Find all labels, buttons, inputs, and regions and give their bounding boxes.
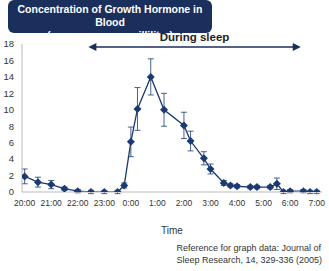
html-text:Sleep Research, 14, 329-336 (2: Sleep Research, 14, 329-336 (2005): [176, 255, 322, 265]
svg-text:10: 10: [8, 104, 14, 115]
svg-text:14: 14: [8, 71, 14, 82]
svg-text:23:00: 23:00: [94, 198, 116, 208]
svg-text:6: 6: [9, 137, 14, 148]
html-text:(nanograms per milliliter): (nanograms per milliliter): [47, 29, 173, 41]
svg-text:2:00: 2:00: [176, 198, 193, 208]
html-text:Time: Time: [161, 225, 183, 236]
svg-text:20:00: 20:00: [14, 198, 36, 208]
svg-text:4:00: 4:00: [229, 198, 246, 208]
html-text:Reference for graph data: Jour: Reference for graph data: Journal of: [176, 243, 321, 253]
svg-text:3:00: 3:00: [202, 198, 219, 208]
svg-text:0:00: 0:00: [123, 198, 140, 208]
html-text:Concentration of Growth Hormon: Concentration of Growth Hormone in Blood: [17, 3, 203, 28]
svg-text:7:00: 7:00: [308, 198, 321, 208]
svg-text:6:00: 6:00: [282, 198, 299, 208]
svg-text:16: 16: [8, 55, 14, 66]
svg-text:5:00: 5:00: [255, 198, 272, 208]
svg-text:8: 8: [9, 121, 14, 132]
svg-text:21:00: 21:00: [41, 198, 63, 208]
svg-text:18: 18: [8, 38, 14, 49]
svg-text:2: 2: [9, 170, 14, 181]
svg-text:1:00: 1:00: [149, 198, 166, 208]
svg-text:4: 4: [9, 153, 14, 164]
svg-text:12: 12: [8, 88, 14, 99]
svg-text:0: 0: [9, 186, 14, 197]
svg-text:22:00: 22:00: [67, 198, 89, 208]
svg-text:During sleep: During sleep: [160, 31, 230, 43]
